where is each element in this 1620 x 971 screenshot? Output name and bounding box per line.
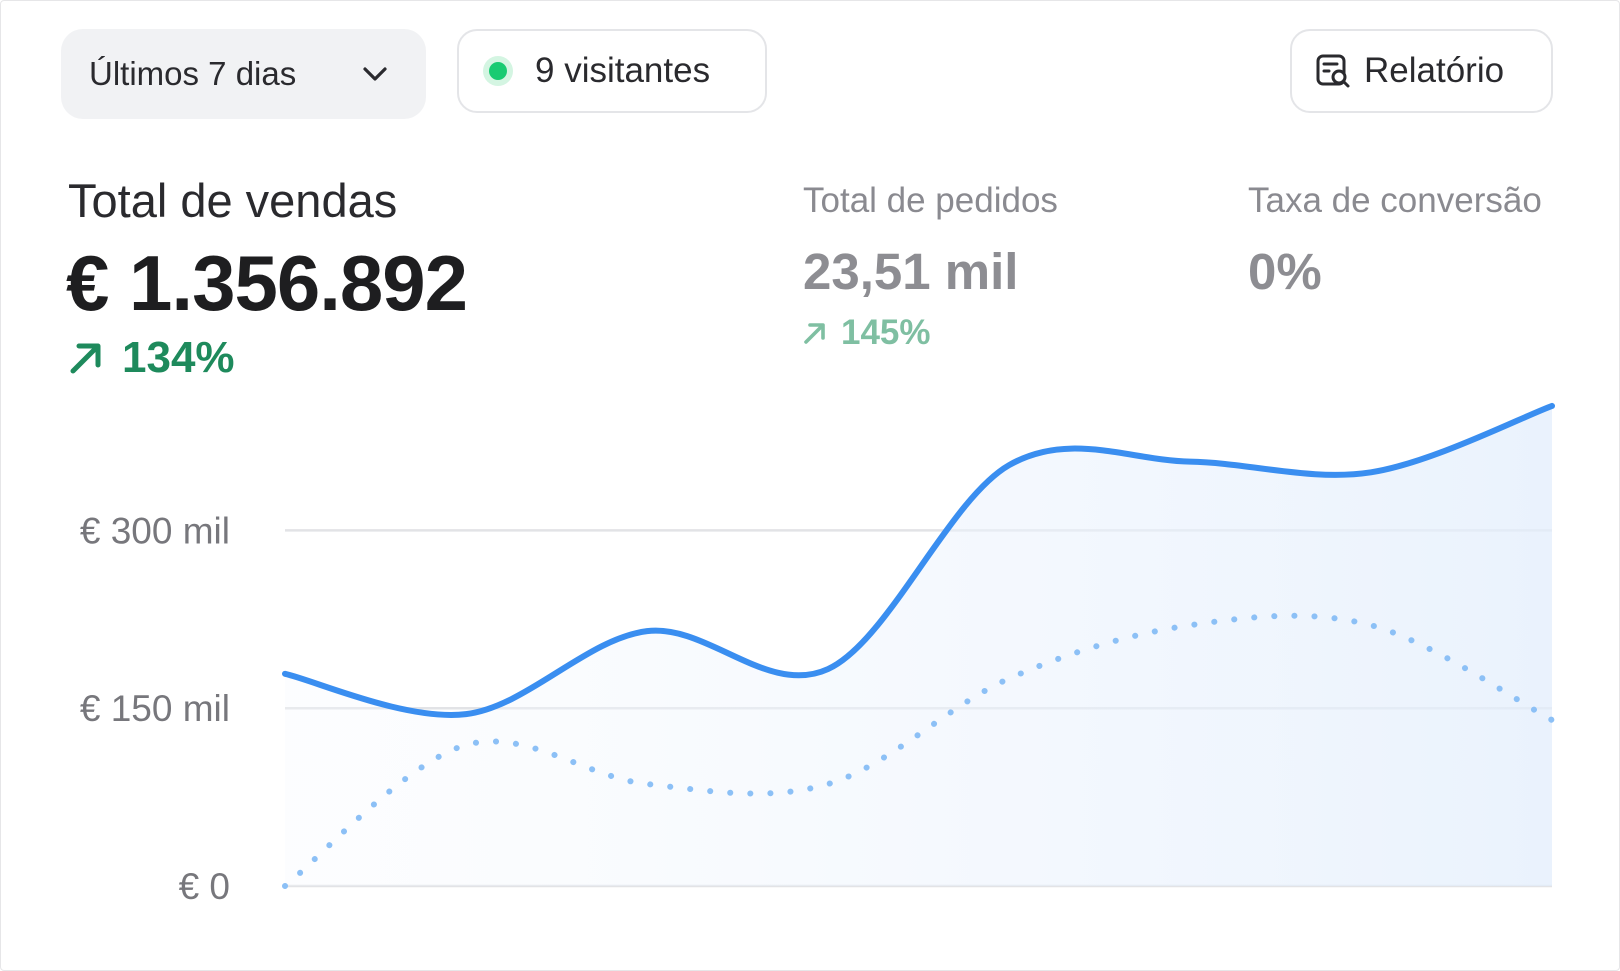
sales-change: 134% [68, 333, 235, 383]
visitors-label: 9 visitantes [535, 51, 711, 90]
report-label: Relatório [1364, 51, 1505, 90]
report-search-icon [1316, 54, 1350, 88]
sales-value: € 1.356.892 [66, 239, 468, 327]
orders-label: Total de pedidos [803, 181, 1058, 220]
chevron-down-icon [363, 67, 387, 81]
visitors-button[interactable]: 9 visitantes [457, 29, 767, 113]
sales-change-value: 134% [122, 333, 235, 382]
y-tick-label: € 0 [179, 866, 230, 907]
orders-change: 145% [803, 313, 931, 353]
y-tick-label: € 150 mil [80, 688, 230, 729]
y-tick-label: € 300 mil [80, 510, 230, 551]
live-dot-icon [483, 56, 513, 86]
report-button[interactable]: Relatório [1290, 29, 1553, 113]
arrow-up-right-icon [70, 343, 101, 374]
series-area [285, 405, 1552, 886]
arrow-up-right-icon [804, 323, 825, 344]
sales-label: Total de vendas [68, 174, 398, 227]
orders-value: 23,51 mil [803, 243, 1019, 300]
period-label: Últimos 7 dias [89, 55, 297, 92]
orders-change-value: 145% [841, 313, 931, 352]
conversion-value: 0% [1248, 243, 1322, 300]
comparison-series-line [282, 612, 1555, 889]
period-dropdown[interactable]: Últimos 7 dias [61, 29, 426, 119]
sales-series-line [282, 402, 1555, 718]
conversion-label: Taxa de conversão [1248, 181, 1542, 220]
